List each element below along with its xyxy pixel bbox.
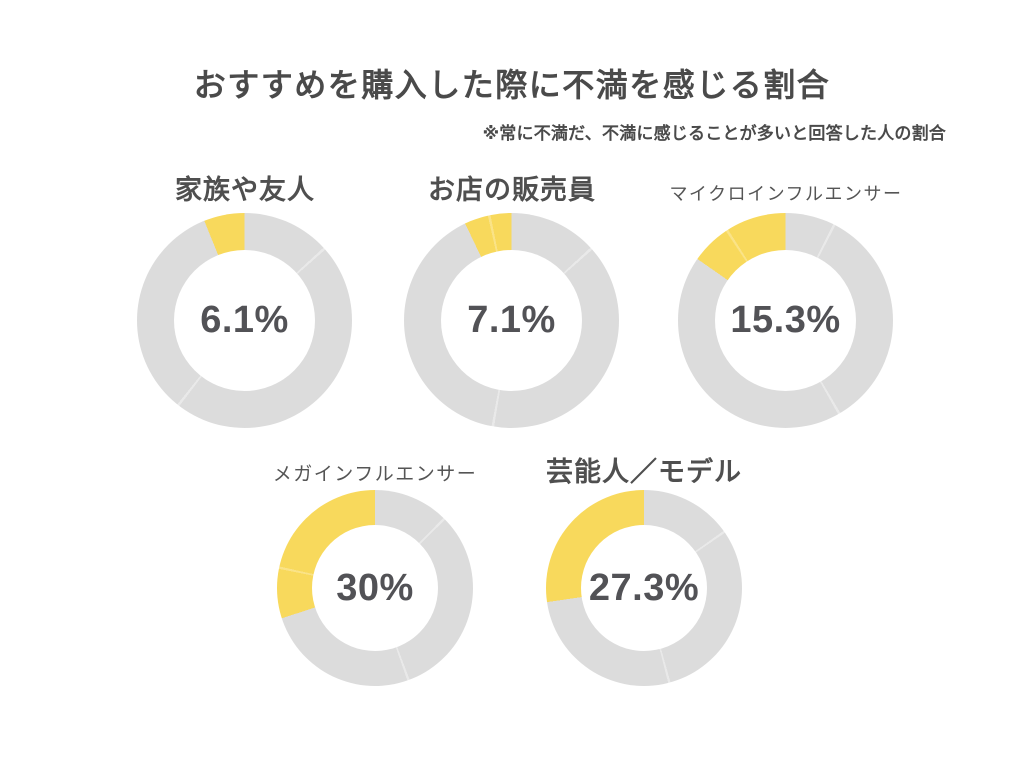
donut-hole: 15.3%: [715, 250, 856, 391]
donut-label: お店の販売員: [428, 175, 596, 205]
chart-note: ※常に不満だ、不満に感じることが多いと回答した人の割合: [482, 124, 946, 143]
donut-label: メガインフルエンサー: [272, 464, 478, 485]
donut-group-micro-influencer: マイクロインフルエンサー 15.3%: [656, 168, 916, 448]
donut-value: 27.3%: [588, 566, 700, 609]
donut-ring: 30%: [277, 490, 473, 686]
donut-label: 芸能人／モデル: [546, 457, 742, 487]
donut-group-mega-influencer: メガインフルエンサー 30%: [245, 450, 505, 730]
donut-value: 6.1%: [200, 299, 289, 341]
donut-ring: 6.1%: [137, 213, 352, 428]
chart-title: おすすめを購入した際に不満を感じる割合: [193, 67, 831, 103]
donut-group-family-friends: 家族や友人 6.1%: [115, 168, 375, 448]
donut-label: マイクロインフルエンサー: [669, 184, 903, 204]
donut-ring: 27.3%: [546, 490, 742, 686]
donut-ring: 7.1%: [404, 213, 619, 428]
donut-value: 15.3%: [730, 299, 841, 341]
donut-ring: 15.3%: [678, 213, 893, 428]
donut-hole: 30%: [312, 525, 438, 651]
donut-label: 家族や友人: [175, 175, 315, 205]
donut-hole: 7.1%: [441, 250, 582, 391]
donut-group-store-staff: お店の販売員 7.1%: [382, 168, 642, 448]
donut-value: 7.1%: [467, 299, 556, 341]
donut-group-celebrity-model: 芸能人／モデル 27.3%: [514, 450, 774, 730]
donut-hole: 27.3%: [581, 525, 707, 651]
donut-hole: 6.1%: [174, 250, 315, 391]
donut-value: 30%: [336, 566, 414, 609]
